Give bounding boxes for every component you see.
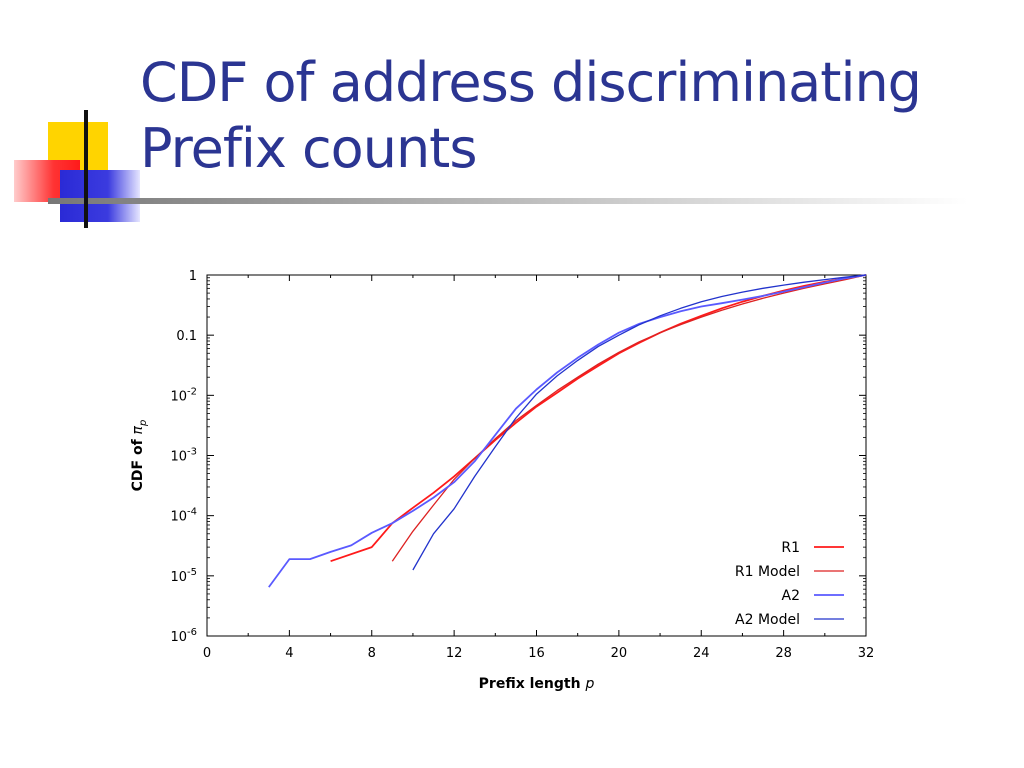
yellow-square-decoration [48,122,108,177]
y-tick-label: 0.1 [176,329,197,344]
x-tick-label: 32 [858,646,875,661]
legend-label: A2 [782,588,800,604]
x-tick-label: 8 [368,646,376,661]
vertical-rule [84,110,88,228]
y-tick-label: 1 [189,269,197,284]
slide-title-line-2: Prefix counts [140,117,477,180]
x-tick-label: 20 [611,646,628,661]
x-tick-label: 28 [775,646,792,661]
x-tick-label: 24 [693,646,710,661]
y-tick-label: 10-3 [170,447,197,465]
y-tick-label: 10-6 [170,627,197,645]
legend-label: R1 Model [735,564,800,580]
x-axis-label: Prefix length p [479,676,595,692]
series-line-a2 [268,274,867,588]
legend-label: R1 [781,540,800,556]
series-line-r1 [330,274,867,563]
y-tick-label: 10-2 [170,386,197,404]
slide-title: CDF of address discriminating Prefix cou… [140,50,1000,182]
cdf-chart: 0 4 8 12 16 20 24 28 32 10-6 10-5 10-4 10-3 10-2 0.1 1 P… [100,255,900,705]
series-line-r1-model [391,274,867,562]
title-rule [48,198,968,204]
plot-frame [206,274,867,637]
red-square-decoration [14,160,80,202]
y-tick-label: 10-4 [170,507,197,525]
x-tick-label: 12 [446,646,463,661]
slide-title-line-1: CDF of address discriminating [140,51,922,114]
y-tick-label: 10-5 [170,567,197,585]
chart-svg: 0 4 8 12 16 20 24 28 32 10-6 10-5 10-4 10-3 10-2 0.1 1 P… [130,269,875,692]
blue-square-decoration [60,170,140,222]
x-tick-label: 0 [203,646,211,661]
x-tick-label: 4 [285,646,293,661]
y-axis-label: CDF of πp [130,420,149,492]
series-line-a2-model [412,274,867,571]
legend-label: A2 Model [735,612,800,628]
x-tick-label: 16 [528,646,545,661]
